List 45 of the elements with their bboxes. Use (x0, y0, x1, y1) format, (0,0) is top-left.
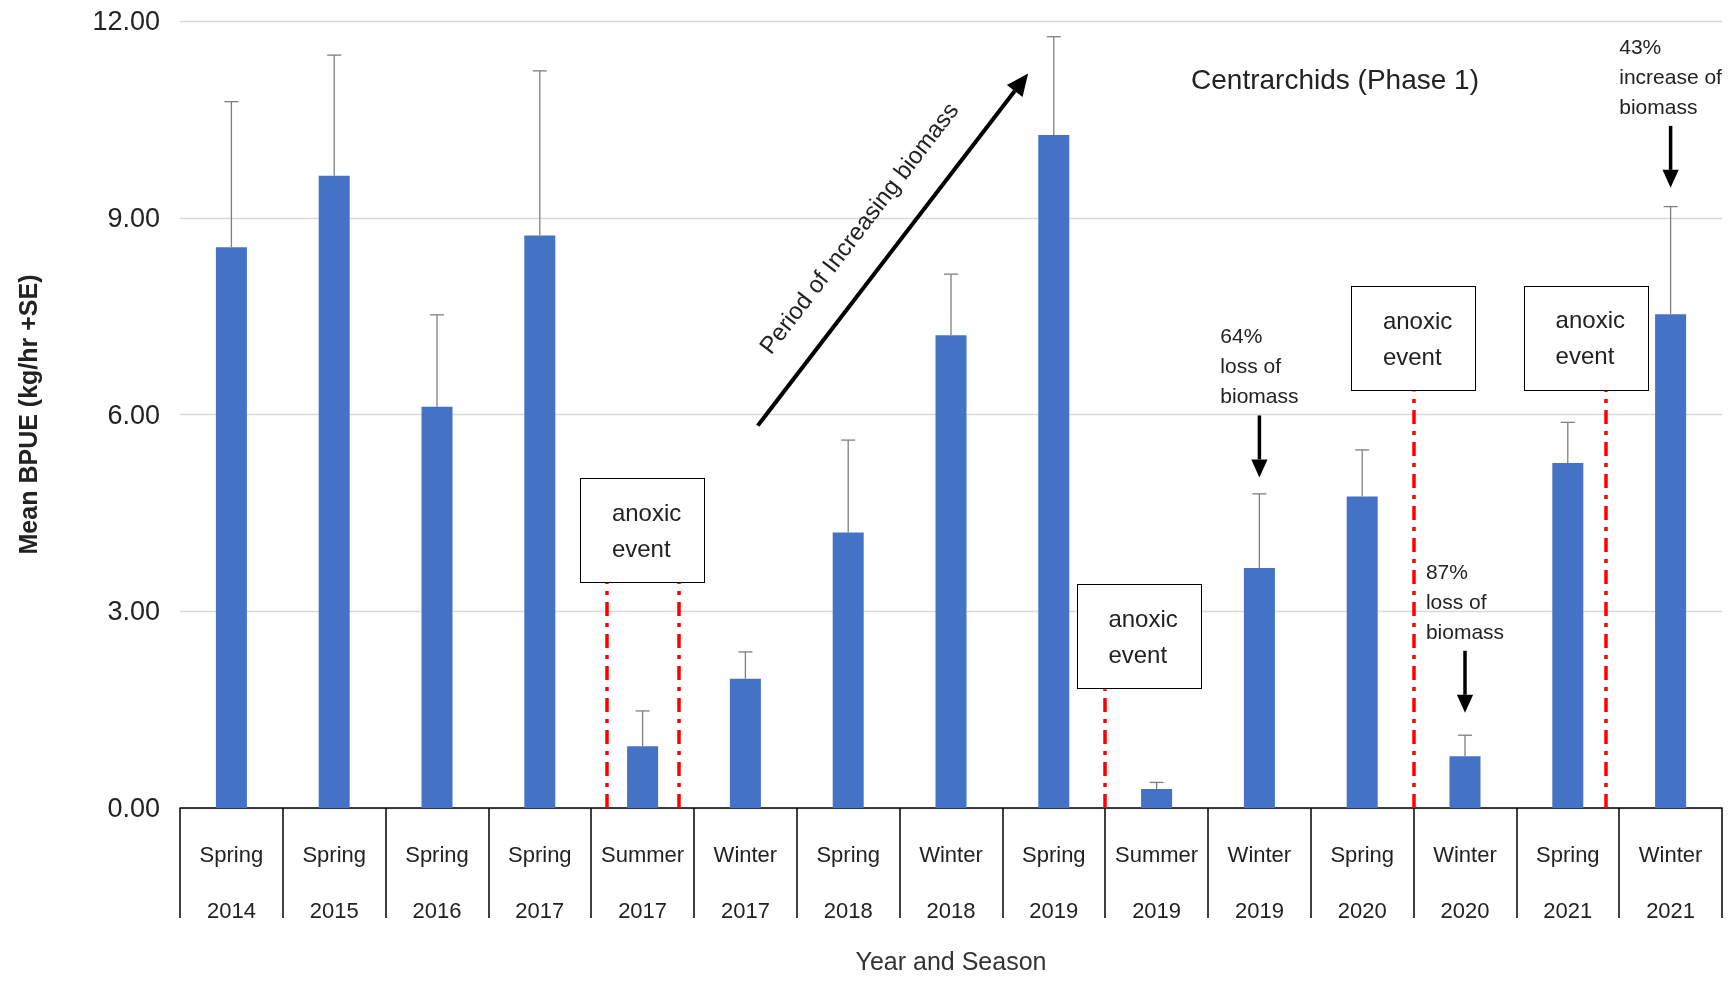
bar (215, 247, 247, 808)
y-tick-label: 6.00 (107, 399, 160, 430)
x-axis-title: Year and Season (855, 946, 1047, 975)
category-label: Spring 2018 (816, 841, 880, 923)
category-label: Spring 2020 (1330, 841, 1394, 923)
bar (318, 175, 350, 808)
category-label: Spring 2019 (1022, 841, 1086, 923)
category-label: Spring 2021 (1536, 841, 1600, 923)
bar (524, 235, 556, 808)
annotation: 87% loss of biomass (1425, 558, 1505, 645)
category-label: Winter 2019 (1227, 841, 1292, 923)
annotation: anoxic event (1351, 286, 1477, 392)
annotation: 43% increase of biomass (1619, 33, 1722, 120)
bar (421, 406, 453, 808)
bar (1346, 496, 1378, 808)
y-axis-title: Mean BPUE (kg/hr +SE) (13, 274, 42, 555)
category-label: Spring 2015 (302, 841, 366, 923)
bar (729, 678, 761, 808)
category-label: Spring 2016 (405, 841, 469, 923)
category-label: Winter 2020 (1433, 841, 1497, 923)
bar (832, 532, 864, 808)
category-label: Winter 2021 (1638, 841, 1703, 923)
bar (1243, 567, 1275, 808)
annotation: anoxic event (1076, 584, 1202, 690)
y-tick-label: 0.00 (107, 793, 160, 823)
category-label: Summer 2019 (1115, 841, 1199, 923)
annotation: 64% loss of biomass (1220, 323, 1299, 410)
y-tick-label: 3.00 (107, 596, 160, 627)
y-tick-label: 12.00 (92, 6, 160, 36)
category-label: Summer 2017 (601, 841, 685, 923)
category-label: Spring 2014 (199, 841, 264, 923)
category-label: Winter 2018 (919, 841, 983, 923)
annotation: anoxic event (580, 478, 706, 584)
bar (1552, 463, 1584, 808)
bar (1141, 788, 1173, 808)
category-label: Spring 2017 (508, 841, 572, 923)
bar (935, 335, 967, 808)
bar (1038, 135, 1070, 808)
annotation: anoxic event (1523, 285, 1649, 391)
bar (627, 746, 659, 808)
bar (1449, 756, 1481, 808)
text: Centrarchids (Phase 1) (1191, 63, 1479, 95)
bar (1655, 314, 1687, 808)
y-tick-label: 9.00 (107, 202, 160, 233)
category-label: Winter 2017 (713, 841, 778, 923)
